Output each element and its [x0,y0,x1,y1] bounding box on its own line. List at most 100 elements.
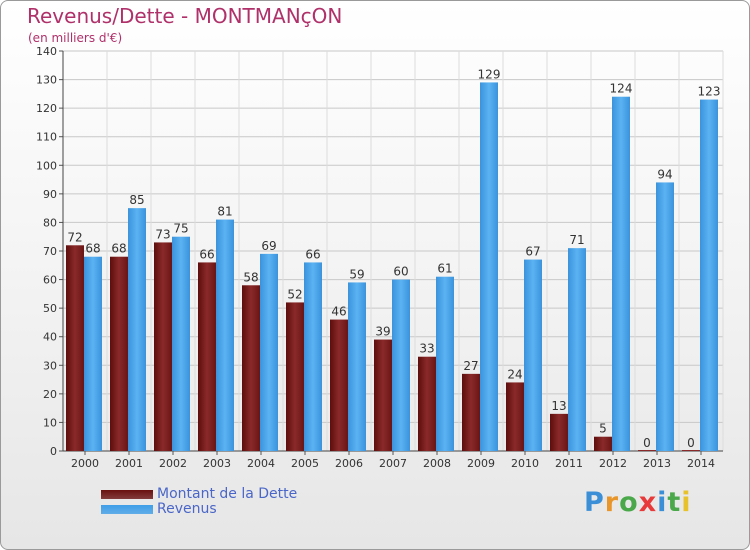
logo-letter: r [604,487,620,518]
y-tick-label: 80 [43,216,57,229]
data-label: 33 [419,342,434,356]
bar-dette [550,413,568,451]
bar-revenus [348,282,366,451]
x-tick-label: 2005 [291,457,319,470]
logo-letter: P [584,487,605,518]
bar-revenus [612,96,630,451]
data-label: 73 [155,227,170,241]
bar-dette [286,302,304,451]
data-label: 123 [698,85,721,99]
chart-title: Revenus/Dette - MONTMANçON [27,4,343,28]
y-tick-label: 10 [43,416,57,429]
logo-letter: x [638,487,658,518]
data-label: 124 [610,82,633,96]
x-tick-label: 2002 [159,457,187,470]
x-tick-label: 2000 [71,457,99,470]
bar-revenus [568,248,586,451]
bar-revenus [128,208,146,451]
bar-dette [198,262,216,451]
data-label: 5 [599,422,607,436]
legend-swatch-dette [101,490,153,499]
bar-dette [418,356,436,451]
bar-revenus [172,236,190,451]
y-tick-label: 110 [36,131,57,144]
data-label: 0 [643,436,651,450]
y-tick-label: 60 [43,274,57,287]
logo-letter: i [657,487,668,518]
y-tick-label: 30 [43,359,57,372]
data-label: 85 [129,193,144,207]
bar-dette [682,450,700,451]
bar-revenus [656,182,674,451]
bar-dette [110,256,128,451]
bar-revenus [480,82,498,451]
data-label: 60 [393,265,408,279]
y-tick-label: 70 [43,245,57,258]
logo-letter: t [667,487,682,518]
y-tick-label: 50 [43,302,57,315]
legend-swatch-revenus [101,505,153,514]
data-label: 68 [85,242,100,256]
bar-dette [154,242,172,451]
x-tick-label: 2007 [379,457,407,470]
logo-letter: o [619,487,639,518]
bar-revenus [304,262,322,451]
y-tick-label: 120 [36,102,57,115]
data-label: 66 [305,247,320,261]
y-tick-label: 130 [36,74,57,87]
bar-revenus [216,219,234,451]
data-label: 94 [657,167,672,181]
data-label: 39 [375,325,390,339]
x-tick-label: 2004 [247,457,275,470]
x-tick-label: 2001 [115,457,143,470]
data-label: 13 [551,399,566,413]
proxiti-logo: Proxiti [584,487,692,518]
x-tick-label: 2010 [511,457,539,470]
data-label: 59 [349,267,364,281]
data-label: 61 [437,262,452,276]
bar-revenus [260,253,278,451]
chart-subtitle: (en milliers d'€) [28,31,123,45]
legend-label-dette: Montant de la Dette [157,486,298,502]
x-tick-label: 2009 [467,457,495,470]
data-label: 66 [199,247,214,261]
bar-dette [594,436,612,451]
data-label: 75 [173,222,188,236]
x-tick-label: 2003 [203,457,231,470]
data-label: 67 [525,245,540,259]
x-tick-label: 2006 [335,457,363,470]
x-tick-label: 2008 [423,457,451,470]
data-label: 71 [569,233,584,247]
bar-dette [462,373,480,451]
bar-dette [638,450,656,451]
data-label: 46 [331,305,346,319]
data-label: 69 [261,239,276,253]
x-tick-label: 2011 [555,457,583,470]
y-tick-label: 90 [43,188,57,201]
data-label: 81 [217,205,232,219]
data-label: 52 [287,287,302,301]
bar-dette [330,319,348,451]
data-label: 68 [111,242,126,256]
bar-revenus [392,279,410,451]
bar-dette [374,339,392,451]
x-tick-label: 2012 [599,457,627,470]
bar-dette [66,245,84,451]
legend-label-revenus: Revenus [157,501,217,517]
bar-revenus [436,276,454,451]
data-label: 27 [463,359,478,373]
y-tick-label: 100 [36,159,57,172]
logo-letter: i [681,487,692,518]
y-tick-label: 20 [43,388,57,401]
data-label: 0 [687,436,695,450]
y-tick-label: 40 [43,331,57,344]
data-label: 72 [67,230,82,244]
data-label: 129 [478,67,501,81]
y-tick-label: 0 [50,445,57,458]
bar-dette [242,285,260,451]
bar-revenus [84,256,102,451]
bar-revenus [524,259,542,451]
y-tick-label: 140 [36,45,57,58]
